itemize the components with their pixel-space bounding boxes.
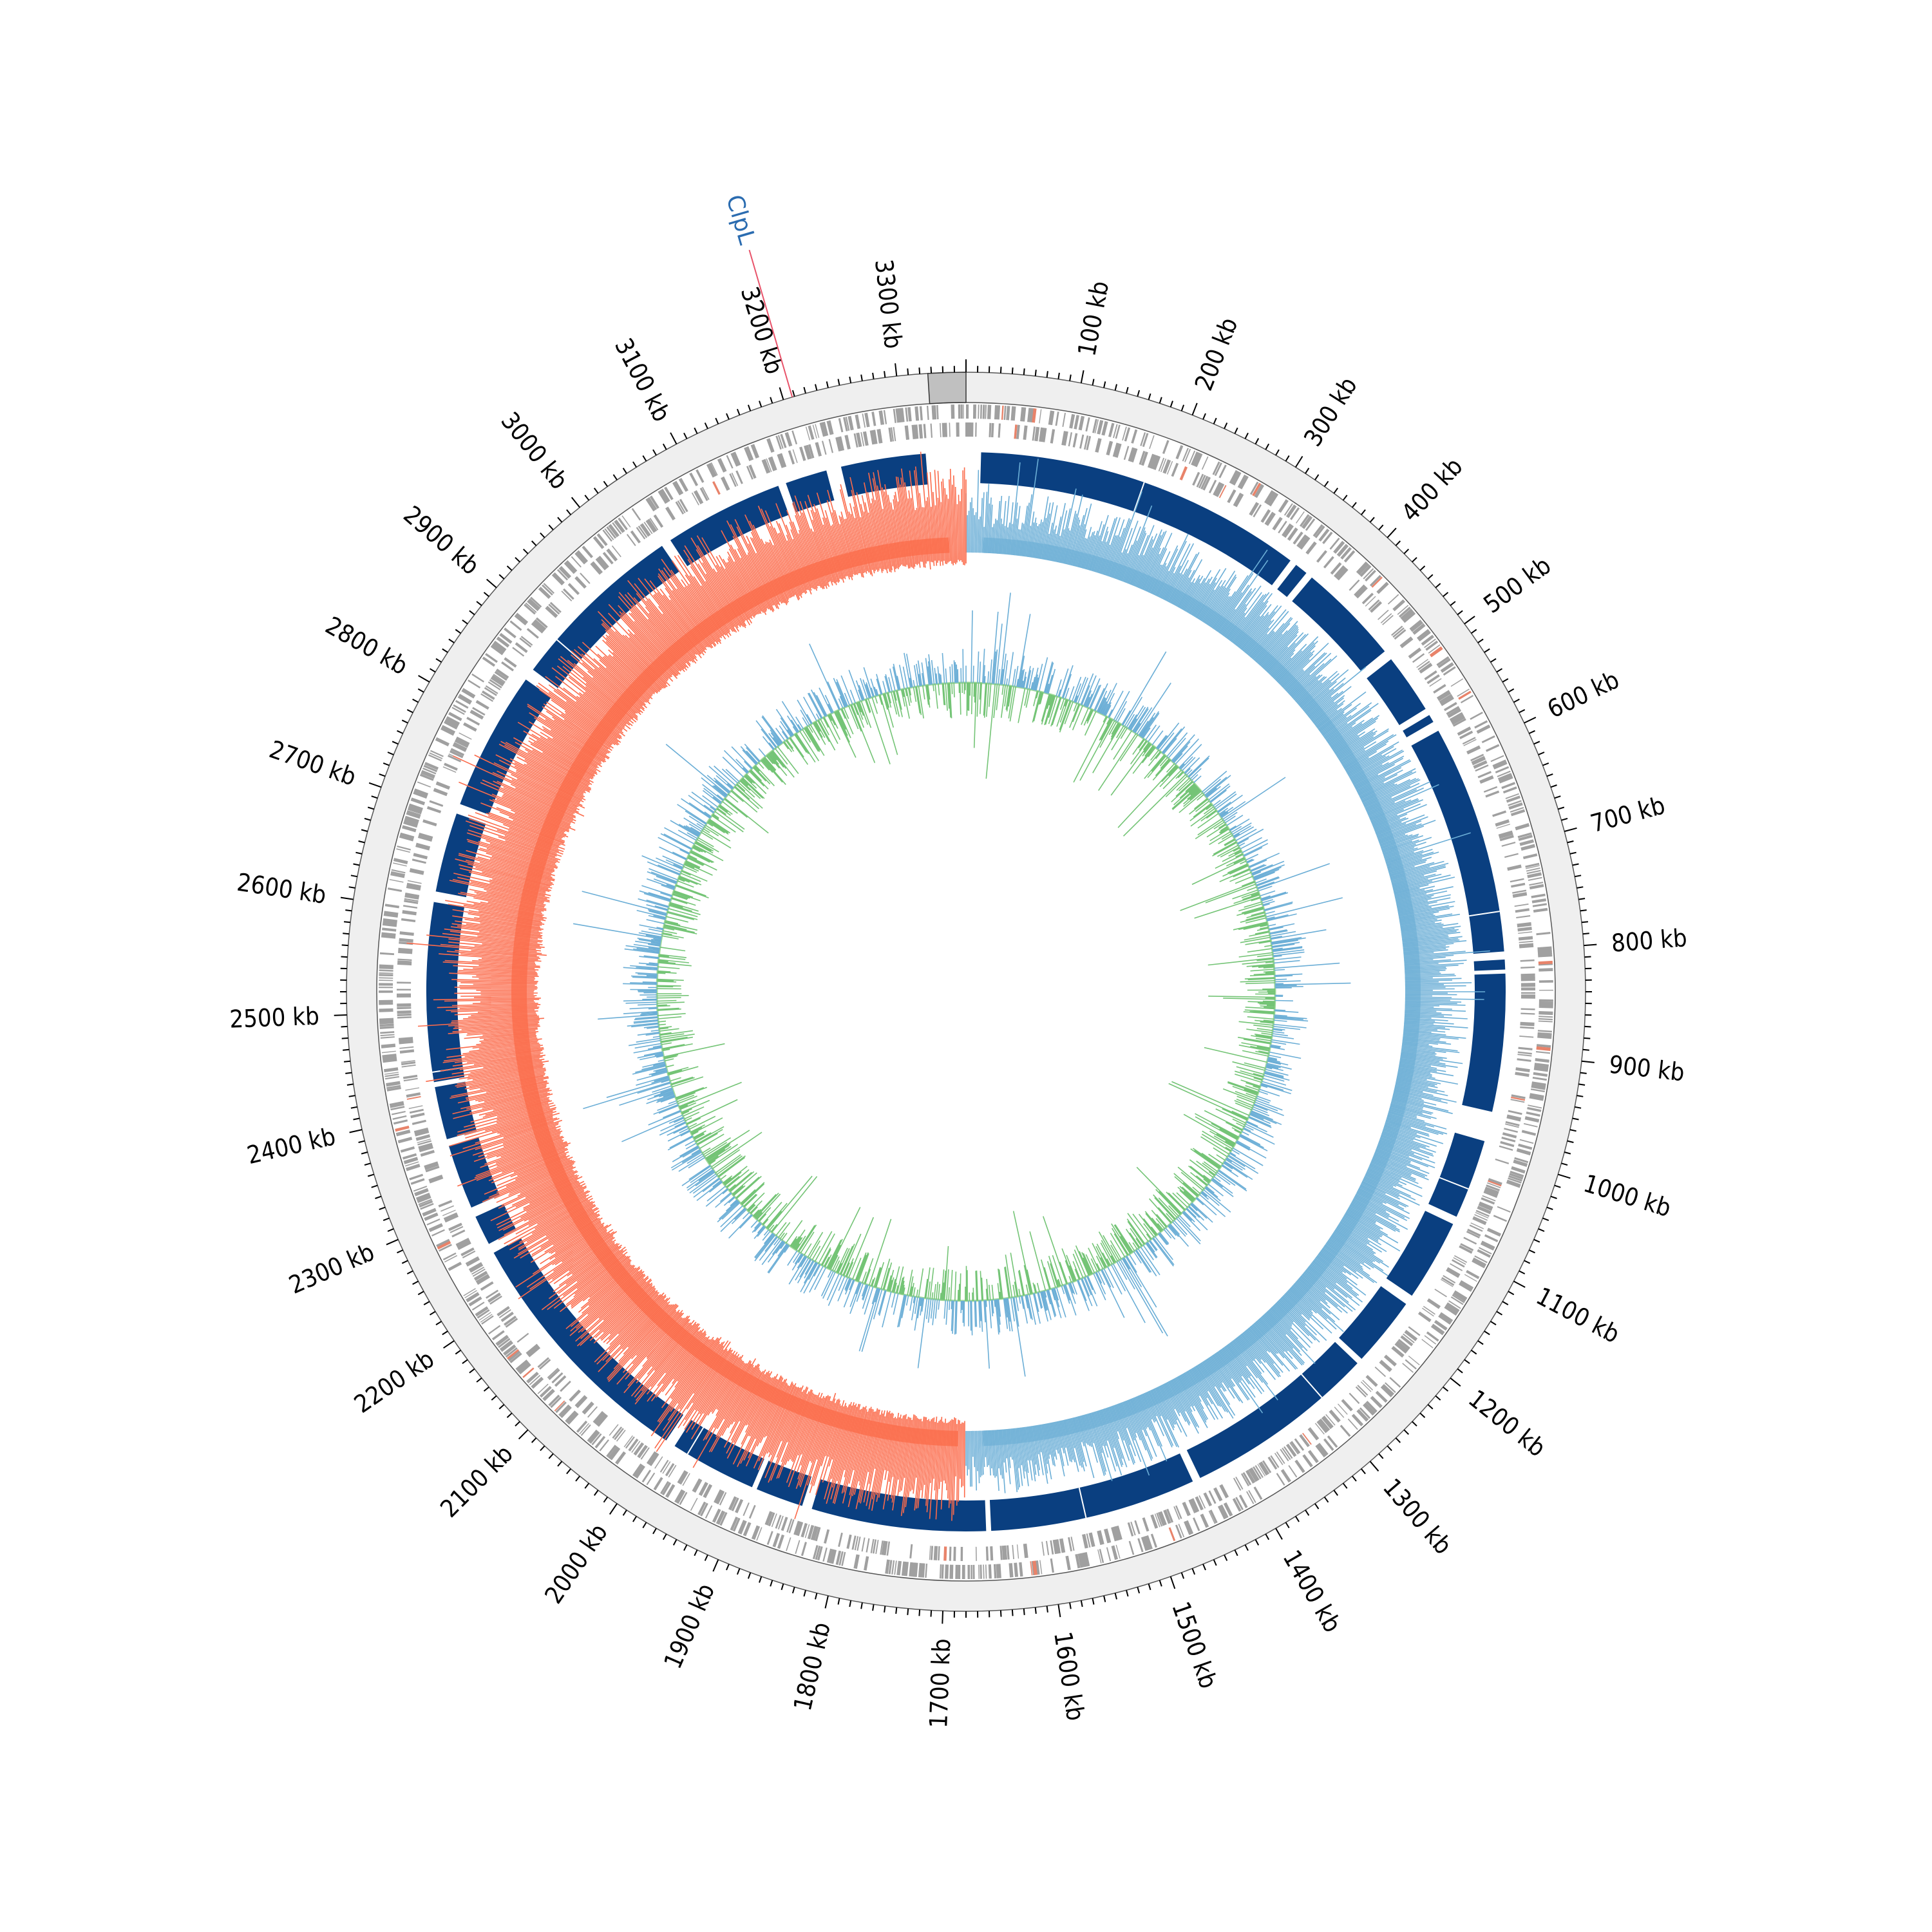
synteny-block xyxy=(426,901,465,1083)
feature-pointer-line xyxy=(748,249,793,397)
tick-label: 2000 kb xyxy=(539,1519,613,1609)
tick-label: 100 kb xyxy=(1072,279,1114,359)
tick-label: 2500 kb xyxy=(229,1002,320,1034)
gc-content-track xyxy=(573,592,1351,1377)
synteny-block xyxy=(533,545,679,688)
synteny-block-separator xyxy=(687,1427,705,1455)
tick-label: 2700 kb xyxy=(266,735,360,791)
gc-skew-track xyxy=(406,451,1490,1521)
tick-label: 2200 kb xyxy=(349,1345,439,1419)
synteny-block xyxy=(840,453,928,497)
tick-label: 2900 kb xyxy=(398,500,484,580)
tick-label: 1200 kb xyxy=(1463,1384,1551,1462)
synteny-block xyxy=(1462,973,1506,1112)
tick-label: 500 kb xyxy=(1479,551,1557,619)
tick-label: 900 kb xyxy=(1607,1050,1686,1087)
tick-label: 1600 kb xyxy=(1048,1630,1090,1723)
tick-label: 1900 kb xyxy=(658,1579,720,1672)
tick-label: 2100 kb xyxy=(435,1439,518,1523)
tick-label: 2400 kb xyxy=(244,1122,338,1170)
synteny-block-separator xyxy=(1469,911,1500,917)
synteny-block xyxy=(980,452,1291,585)
tick-label: 600 kb xyxy=(1543,665,1624,724)
tick-marks xyxy=(334,359,1597,1624)
tick-label: 2300 kb xyxy=(285,1238,378,1300)
tick-label: 1300 kb xyxy=(1378,1473,1457,1559)
synteny-block-separator xyxy=(1133,482,1145,512)
tick-label: 1700 kb xyxy=(924,1638,956,1728)
synteny-block-separator xyxy=(556,639,581,661)
ideogram-ring xyxy=(346,372,1586,1612)
synteny-block xyxy=(448,1137,500,1208)
synteny-block xyxy=(756,1461,812,1506)
synteny-block xyxy=(1367,659,1426,725)
synteny-block-separator xyxy=(1301,1374,1323,1398)
gc-skew-negative-line xyxy=(406,451,967,1521)
synteny-block xyxy=(1339,1286,1406,1359)
tick-label: 2800 kb xyxy=(321,611,413,681)
tick-label: 700 kb xyxy=(1587,791,1668,838)
synteny-block xyxy=(1292,577,1385,671)
synteny-block xyxy=(1428,1132,1485,1217)
synteny-block-separator xyxy=(1078,1487,1087,1519)
synteny-block xyxy=(493,1238,684,1441)
synteny-block xyxy=(1186,1341,1358,1479)
tick-label: 1000 kb xyxy=(1580,1169,1674,1222)
tick-label: 3300 kb xyxy=(869,258,907,350)
feature-label-clpl: ClpL xyxy=(721,192,760,247)
tick-label: 200 kb xyxy=(1189,314,1244,395)
synteny-block xyxy=(1277,565,1307,597)
tick-label: 1100 kb xyxy=(1531,1282,1624,1349)
tick-label: 3100 kb xyxy=(609,334,676,426)
gc-content-below xyxy=(656,682,1276,1302)
tick-label: 300 kb xyxy=(1298,372,1363,451)
synteny-block xyxy=(435,1081,477,1139)
tick-label: 3200 kb xyxy=(735,283,789,377)
tick-label: 2600 kb xyxy=(235,868,328,909)
synteny-block-separator xyxy=(1439,1177,1469,1190)
tick-label: 1500 kb xyxy=(1166,1598,1223,1692)
tick-label: 1400 kb xyxy=(1277,1545,1347,1637)
synteny-block xyxy=(786,470,835,513)
synteny-block xyxy=(674,1419,764,1488)
tick-label: 3000 kb xyxy=(495,407,573,495)
tick-lines xyxy=(334,359,1597,1624)
ideogram-highlight-region xyxy=(927,372,967,404)
synteny-block xyxy=(989,1453,1193,1531)
tick-label: 1800 kb xyxy=(788,1620,836,1714)
synteny-block xyxy=(1403,715,1434,737)
synteny-block xyxy=(1473,959,1506,971)
tick-label: 800 kb xyxy=(1611,923,1689,958)
synteny-block xyxy=(1386,1211,1454,1296)
gc-content-above xyxy=(573,592,1351,1377)
tick-label: 400 kb xyxy=(1396,452,1468,527)
